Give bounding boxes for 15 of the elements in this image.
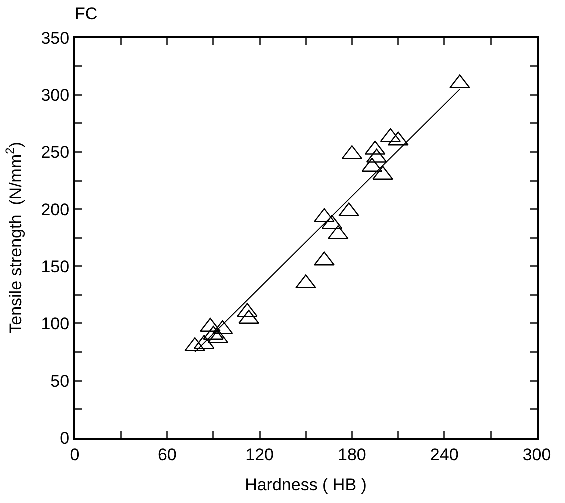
- y-tick-label: 150: [41, 258, 70, 277]
- y-tick-label: 50: [50, 372, 70, 391]
- chart-title: FC: [75, 4, 98, 24]
- y-tick-label: 300: [41, 86, 70, 106]
- y-tick-label: 200: [41, 200, 70, 220]
- y-tick-label: 250: [41, 143, 70, 162]
- y-tick-label: 350: [41, 28, 70, 48]
- x-tick-label: 120: [246, 445, 274, 464]
- x-tick-label: 240: [430, 445, 459, 464]
- y-tick-label: 100: [41, 314, 70, 334]
- x-tick-label: 180: [338, 445, 366, 464]
- x-tick-label: 300: [522, 445, 552, 464]
- x-axis-title: Hardness ( HB ): [245, 475, 367, 494]
- y-tick-label: 0: [60, 428, 70, 448]
- x-tick-label: 60: [158, 445, 177, 464]
